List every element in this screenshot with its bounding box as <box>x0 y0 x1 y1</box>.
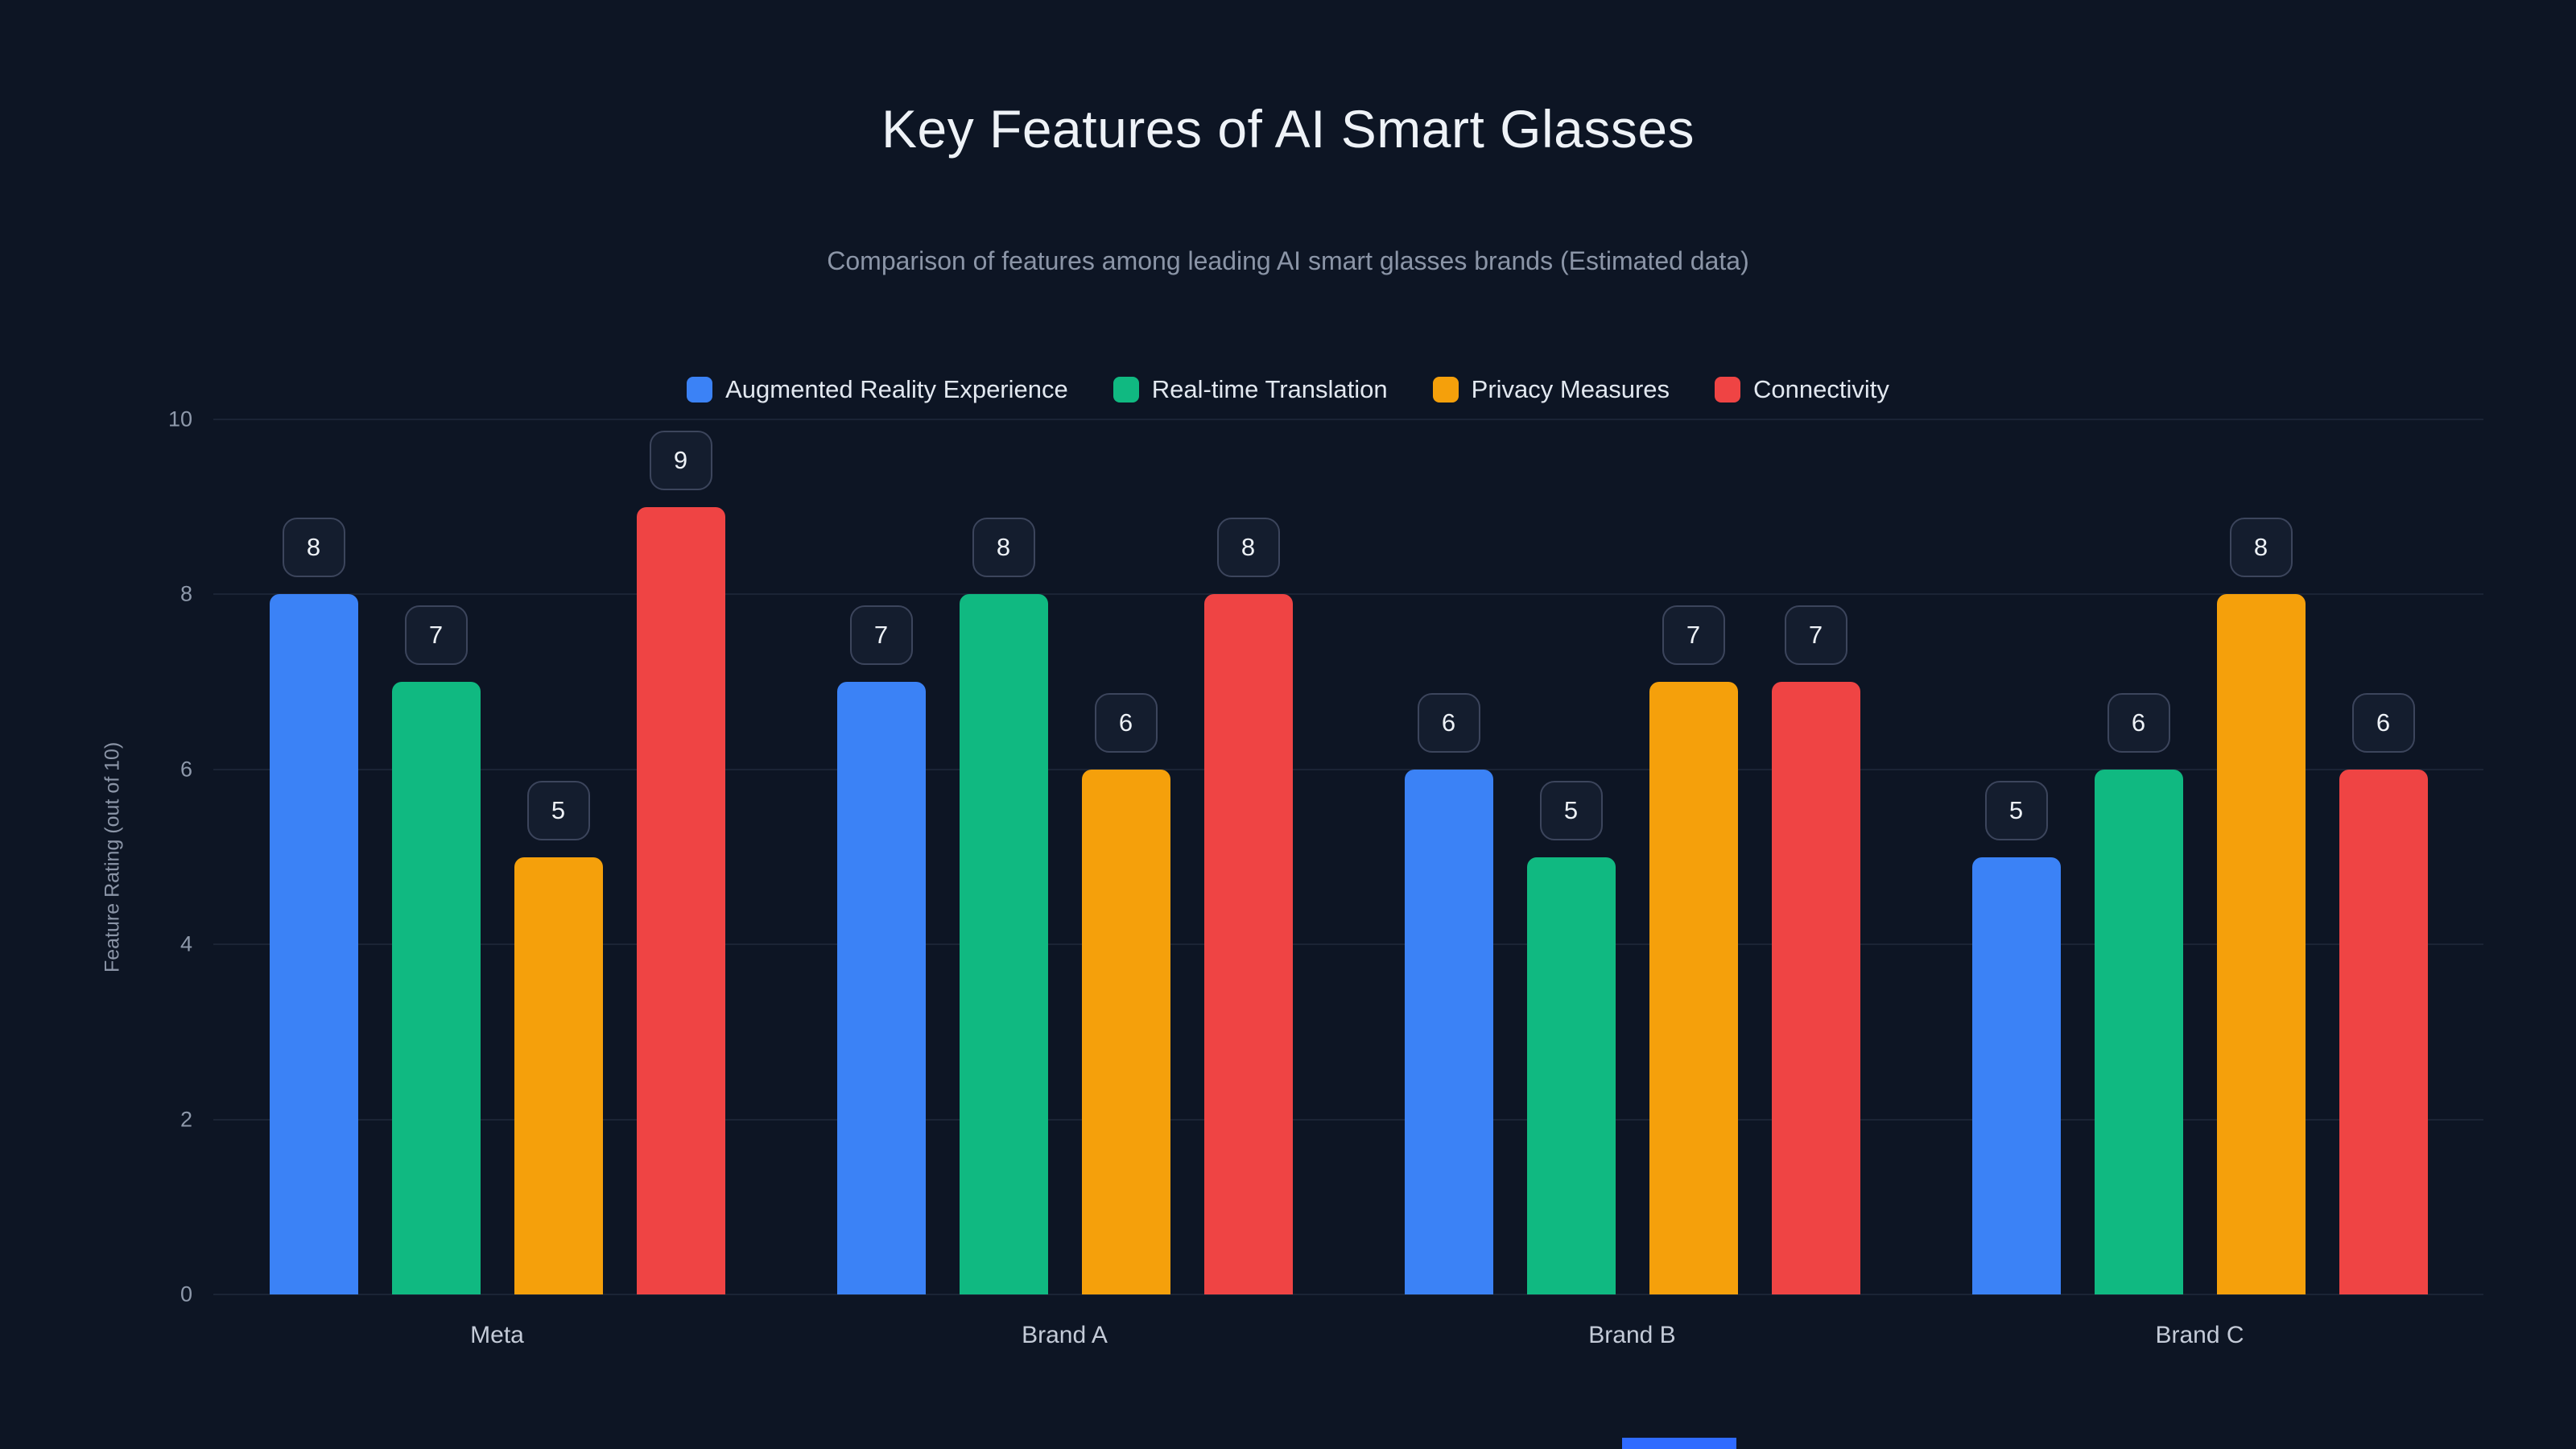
legend-swatch <box>1113 377 1139 402</box>
legend: Augmented Reality Experience Real-time Tr… <box>0 375 2576 404</box>
value-badge: 6 <box>1417 692 1480 753</box>
bar-brand-b-real-time-translation[interactable]: 5 <box>1526 780 1616 1294</box>
bar-brand-c-connectivity[interactable]: 6 <box>2339 692 2428 1294</box>
x-axis-label: Meta <box>470 1322 524 1348</box>
gridline <box>213 419 2483 420</box>
bar-brand-a-augmented-reality-experience[interactable]: 7 <box>836 605 926 1294</box>
bar-brand-a-connectivity[interactable]: 8 <box>1203 518 1293 1294</box>
value-badge: 5 <box>1539 780 1603 840</box>
legend-item-real-time-translation[interactable]: Real-time Translation <box>1113 375 1388 404</box>
legend-item-connectivity[interactable]: Connectivity <box>1715 375 1889 404</box>
legend-swatch <box>1432 377 1459 402</box>
value-badge: 7 <box>849 605 913 666</box>
bar-brand-a-real-time-translation[interactable]: 8 <box>959 518 1048 1294</box>
value-badge: 7 <box>1784 605 1847 666</box>
x-axis-label: Brand A <box>1022 1322 1108 1348</box>
value-badge: 6 <box>2351 692 2415 753</box>
bar-brand-b-privacy-measures[interactable]: 7 <box>1649 605 1738 1294</box>
legend-label: Augmented Reality Experience <box>725 375 1068 403</box>
y-axis-tick-label: 4 <box>180 931 192 956</box>
value-badge: 6 <box>2107 692 2170 753</box>
value-badge: 9 <box>649 430 712 490</box>
bar-meta-privacy-measures[interactable]: 5 <box>514 780 603 1294</box>
x-axis-label: Brand C <box>2155 1322 2244 1348</box>
value-badge: 7 <box>1662 605 1725 666</box>
gridline <box>213 1118 2483 1121</box>
bar-brand-c-privacy-measures[interactable]: 8 <box>2216 518 2306 1294</box>
y-axis-title: Feature Rating (out of 10) <box>101 741 124 972</box>
bar-group-brand-c: 5 6 8 6 Brand C <box>1971 419 2428 1348</box>
gridline <box>213 1294 2483 1295</box>
gridline <box>213 593 2483 596</box>
value-badge: 8 <box>1216 518 1280 578</box>
bar-group-brand-b: 6 5 7 7 Brand B <box>1404 419 1860 1348</box>
legend-swatch <box>687 377 713 402</box>
chart-title: Key Features of AI Smart Glasses <box>881 99 1695 159</box>
horizontal-scrollbar-thumb[interactable] <box>1622 1438 1736 1449</box>
y-axis-tick-label: 8 <box>180 581 192 606</box>
y-axis-tick-label: 0 <box>180 1282 192 1307</box>
bar-brand-c-augmented-reality-experience[interactable]: 5 <box>1971 780 2061 1294</box>
bar-meta-augmented-reality-experience[interactable]: 8 <box>269 518 358 1294</box>
x-axis-label: Brand B <box>1588 1322 1676 1348</box>
value-badge: 8 <box>282 518 345 578</box>
y-axis-tick-label: 6 <box>180 757 192 782</box>
bar-brand-a-privacy-measures[interactable]: 6 <box>1081 692 1170 1294</box>
bar-brand-b-augmented-reality-experience[interactable]: 6 <box>1404 692 1493 1294</box>
value-badge: 8 <box>2229 518 2293 578</box>
legend-label: Real-time Translation <box>1151 375 1388 403</box>
legend-label: Connectivity <box>1753 375 1889 403</box>
bar-brand-c-real-time-translation[interactable]: 6 <box>2094 692 2183 1294</box>
legend-swatch <box>1715 377 1741 402</box>
bar-brand-b-connectivity[interactable]: 7 <box>1771 605 1860 1294</box>
value-badge: 6 <box>1094 692 1158 753</box>
legend-label: Privacy Measures <box>1471 375 1670 403</box>
gridline <box>213 768 2483 770</box>
value-badge: 8 <box>972 518 1035 578</box>
value-badge: 5 <box>526 780 590 840</box>
bar-group-brand-a: 7 8 6 8 Brand A <box>836 419 1293 1348</box>
legend-item-augmented-reality-experience[interactable]: Augmented Reality Experience <box>687 375 1068 404</box>
bar-groups: 8 7 5 9 Meta 7 8 6 8 Brand A 6 5 7 7 Brand B 5 6 8 6 Brand … <box>213 419 2483 1348</box>
bar-meta-connectivity[interactable]: 9 <box>636 430 725 1294</box>
bar-group-meta: 8 7 5 9 Meta <box>269 419 725 1348</box>
value-badge: 5 <box>1984 780 2048 840</box>
y-axis-tick-label: 10 <box>167 407 192 431</box>
y-axis-tick-label: 2 <box>180 1107 192 1132</box>
chart-subtitle: Comparison of features among leading AI … <box>827 246 1749 275</box>
legend-item-privacy-measures[interactable]: Privacy Measures <box>1432 375 1670 404</box>
value-badge: 7 <box>404 605 468 666</box>
gridline <box>213 943 2483 946</box>
bar-meta-real-time-translation[interactable]: 7 <box>391 605 481 1294</box>
